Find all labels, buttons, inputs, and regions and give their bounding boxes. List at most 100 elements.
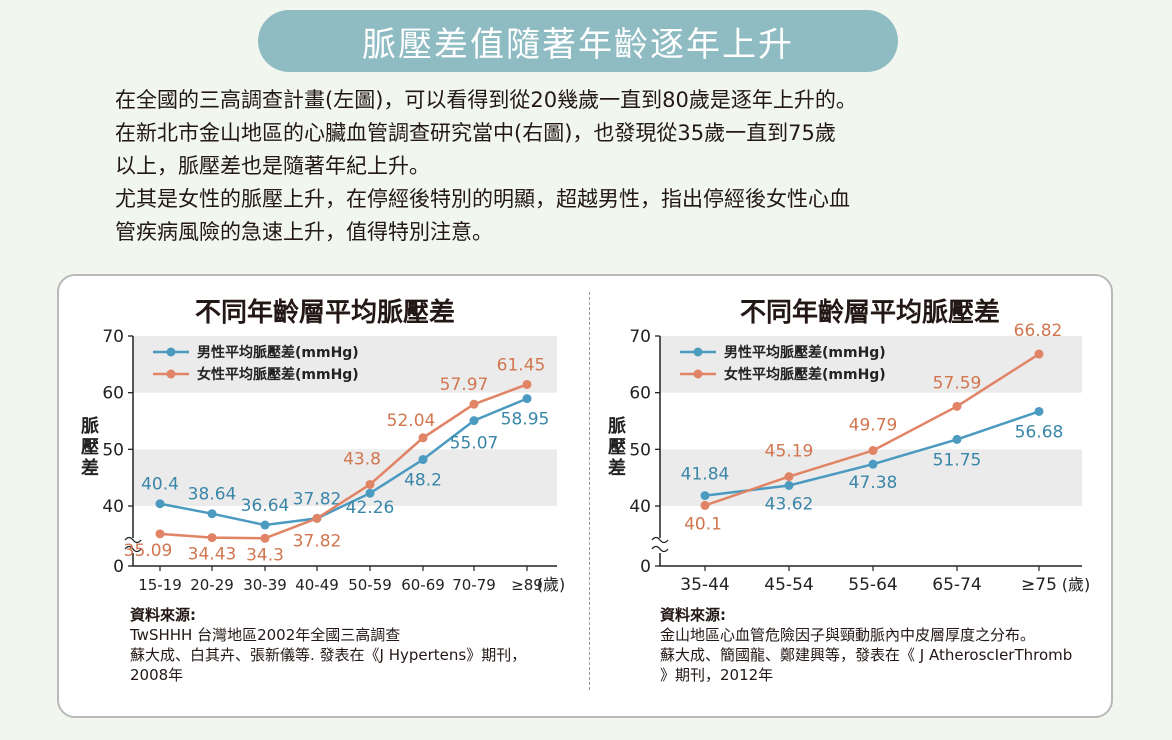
female-data-label: 34.43 — [188, 545, 237, 565]
female-data-point — [207, 533, 217, 543]
female-data-label: 45.19 — [765, 442, 814, 462]
y-tick-label: 70 — [629, 327, 651, 347]
male-data-label: 43.62 — [765, 494, 814, 514]
male-data-label: 41.84 — [681, 465, 730, 485]
x-tick-label: 30-39 — [243, 576, 287, 594]
female-data-label: 61.45 — [497, 355, 546, 375]
legend-marker — [166, 369, 176, 379]
x-tick-label: 60-69 — [401, 576, 445, 594]
male-data-label: 38.64 — [188, 485, 237, 505]
left-source: 資料來源: TwSHHH 台灣地區2002年全國三高調查 蘇大成、白其卉、張新儀… — [130, 605, 580, 685]
shaded-band — [660, 336, 1082, 393]
female-data-point — [260, 533, 270, 543]
right-chart-title: 不同年齡層平均脈壓差 — [739, 298, 1000, 328]
male-data-label: 55.07 — [450, 434, 499, 454]
male-data-point — [1034, 406, 1044, 416]
female-data-label: 40.1 — [684, 514, 722, 534]
male-data-point — [522, 394, 532, 404]
x-tick-label: 20-29 — [190, 576, 234, 594]
source-line: 蘇大成、白其卉、張新儀等. 發表在《J Hypertens》期刊， — [130, 646, 527, 664]
y-tick-label: 0 — [113, 557, 124, 577]
y-tick-label: 40 — [102, 497, 124, 517]
page-banner: 脈壓差值隨著年齡逐年上升 — [258, 10, 898, 72]
male-data-label: 58.95 — [501, 410, 550, 430]
male-data-point — [952, 434, 962, 444]
y-axis-label-char: 壓 — [81, 437, 99, 458]
legend-marker — [166, 347, 176, 357]
x-tick-label: 40-49 — [295, 576, 339, 594]
male-data-point — [207, 509, 217, 519]
legend-label: 男性平均脈壓差(mmHg) — [724, 344, 886, 361]
panel-divider — [589, 292, 590, 690]
y-tick-label: 60 — [102, 384, 124, 404]
female-data-label: 66.82 — [1014, 321, 1063, 341]
male-data-point — [784, 480, 794, 490]
female-series-line — [159, 383, 528, 540]
y-tick-label: 70 — [102, 327, 124, 347]
male-data-point — [365, 488, 375, 498]
left-chart-title: 不同年齡層平均脈壓差 — [194, 298, 455, 328]
female-data-point — [784, 472, 794, 482]
intro-text: 在全國的三高調查計畫(左圖)，可以看得到從20幾歲一直到80歲是逐年上升的。 在… — [115, 84, 1075, 249]
x-tick-label: ≥89 — [511, 576, 543, 594]
source-line: 金山地區心血管危險因子與頸動脈內中皮層厚度之分布。 — [660, 626, 1036, 644]
legend-label: 男性平均脈壓差(mmHg) — [197, 344, 359, 361]
y-tick-label: 40 — [629, 497, 651, 517]
male-data-label: 42.26 — [346, 498, 395, 518]
legend-label: 女性平均脈壓差(mmHg) — [724, 366, 886, 383]
y-axis-label-char: 脈 — [608, 415, 626, 437]
source-line: 2008年 — [130, 666, 184, 684]
y-tick-label: 50 — [629, 440, 651, 460]
female-data-label: 35.09 — [124, 541, 173, 561]
female-data-point — [700, 500, 710, 510]
male-data-label: 56.68 — [1015, 422, 1064, 442]
male-data-label: 36.64 — [241, 496, 290, 516]
male-data-point — [260, 520, 270, 530]
female-data-label: 43.8 — [343, 449, 381, 469]
male-data-point — [418, 455, 428, 465]
x-unit-label: (歲) — [1062, 575, 1091, 594]
source-heading: 資料來源: — [660, 606, 726, 624]
x-tick-label: 15-19 — [138, 576, 182, 594]
x-tick-label: 55-64 — [848, 575, 897, 595]
male-data-point — [155, 499, 165, 509]
female-data-label: 52.04 — [387, 411, 436, 431]
x-tick-label: 65-74 — [932, 575, 981, 595]
female-data-point — [868, 446, 878, 456]
female-data-point — [155, 529, 165, 539]
y-axis-label-char: 差 — [81, 457, 99, 479]
y-axis-label-char: 差 — [608, 457, 626, 479]
male-data-point — [700, 491, 710, 501]
female-data-label: 57.59 — [933, 373, 982, 393]
intro-line: 以上，脈壓差也是隨著年紀上升。 — [115, 154, 430, 178]
intro-line: 尤其是女性的脈壓上升，在停經後特別的明顯，超越男性，指出停經後女性心血 — [115, 187, 850, 211]
female-data-point — [365, 479, 375, 489]
female-data-point — [469, 399, 479, 409]
axis-break-icon — [124, 536, 142, 553]
male-data-point — [868, 459, 878, 469]
y-axis-label-char: 脈 — [81, 415, 99, 437]
male-data-label: 48.2 — [404, 471, 442, 491]
female-data-label: 37.82 — [293, 531, 342, 551]
source-line: 》期刊，2012年 — [660, 666, 774, 684]
male-series-line — [159, 397, 528, 527]
female-data-point — [312, 513, 322, 523]
x-tick-label: ≥75 — [1021, 575, 1057, 595]
right-source: 資料來源: 金山地區心血管危險因子與頸動脈內中皮層厚度之分布。 蘇大成、簡國龍、… — [660, 605, 1100, 685]
male-data-point — [469, 416, 479, 426]
legend-marker — [693, 369, 703, 379]
y-axis-label-char: 壓 — [608, 437, 626, 458]
axis-break-icon — [651, 536, 669, 553]
x-tick-label: 45-54 — [764, 575, 813, 595]
male-data-label: 51.75 — [933, 450, 982, 470]
male-data-label: 37.82 — [293, 489, 342, 509]
female-data-point — [952, 401, 962, 411]
intro-line: 在新北市金山地區的心臟血管調查研究當中(右圖)，也發現從35歲一直到75歲 — [115, 121, 836, 145]
source-line: TwSHHH 台灣地區2002年全國三高調查 — [130, 626, 401, 644]
shaded-band — [133, 449, 557, 506]
female-data-label: 34.3 — [246, 545, 284, 565]
female-data-label: 49.79 — [849, 416, 898, 436]
banner-title: 脈壓差值隨著年齡逐年上升 — [362, 24, 794, 65]
source-line: 蘇大成、簡國龍、鄭建興等，發表在《 J AtheroscIerThromb — [660, 646, 1073, 664]
